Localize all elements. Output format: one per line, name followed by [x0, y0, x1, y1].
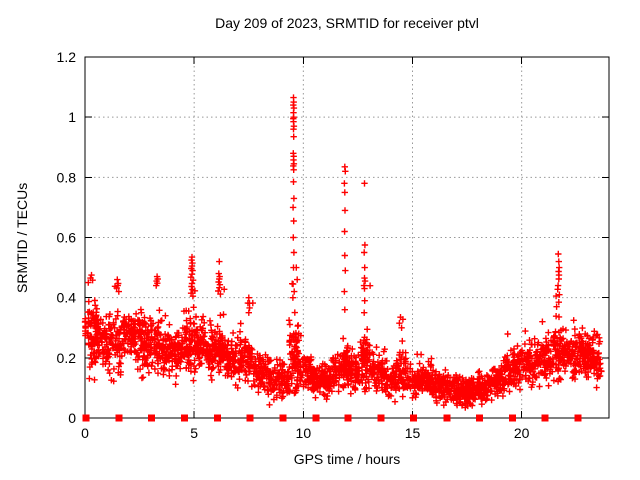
x-axis-label: GPS time / hours	[293, 451, 401, 467]
x-tick-label-15: 15	[405, 425, 421, 441]
x-tick-label-0: 0	[81, 425, 89, 441]
bottom-pass-markers	[82, 414, 582, 422]
y-tick-label-0.4: 0.4	[57, 290, 77, 306]
y-tick-label-0.2: 0.2	[57, 350, 77, 366]
chart-title: Day 209 of 2023, SRMTID for receiver ptv…	[215, 15, 479, 31]
y-tick-label-1: 1	[68, 109, 76, 125]
y-tick-label-0.8: 0.8	[57, 169, 77, 185]
y-tick-label-0.6: 0.6	[57, 230, 77, 246]
x-tick-label-10: 10	[296, 425, 312, 441]
y-tick-label-1.2: 1.2	[57, 49, 77, 65]
x-tick-label-20: 20	[514, 425, 530, 441]
x-tick-label-5: 5	[190, 425, 198, 441]
scatter-points	[81, 94, 605, 411]
y-tick-label-0: 0	[68, 410, 76, 426]
